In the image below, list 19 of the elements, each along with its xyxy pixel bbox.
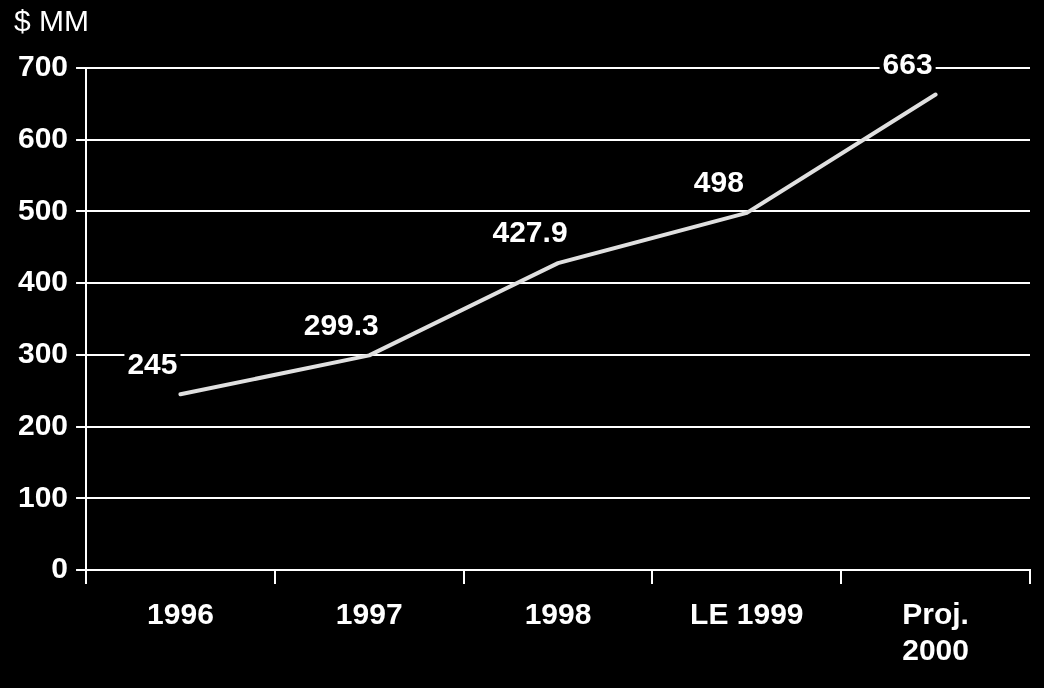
x-tick-label: 1997: [335, 597, 403, 631]
y-tick-label: 300: [17, 336, 69, 370]
y-tick-label: 600: [17, 120, 69, 154]
x-tick-label: 1996: [147, 597, 214, 631]
y-axis-title: $ MM: [14, 4, 89, 38]
data-label: 498: [693, 165, 744, 199]
y-tick-label: 200: [17, 407, 69, 441]
data-label: 427.9: [492, 215, 568, 249]
data-label: 245: [127, 346, 178, 380]
data-label: 663: [882, 46, 933, 80]
y-tick-label: 700: [17, 49, 69, 83]
data-label: 299.3: [303, 307, 379, 341]
x-tick-label: LE 1999: [690, 597, 804, 631]
x-tick-label: Proj. 2000: [902, 597, 969, 667]
y-tick-label: 100: [17, 479, 69, 513]
y-tick-label: 400: [17, 264, 69, 298]
y-tick-label: 0: [51, 551, 69, 585]
y-tick-label: 500: [17, 192, 69, 226]
x-tick-label: 1998: [524, 597, 592, 631]
